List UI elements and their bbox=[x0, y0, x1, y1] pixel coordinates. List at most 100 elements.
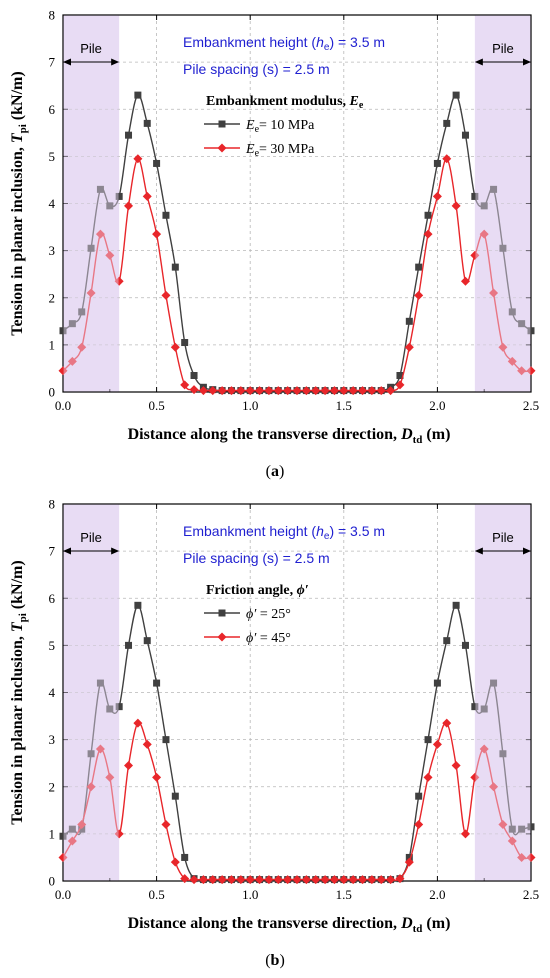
series-2-point-6 bbox=[114, 829, 124, 839]
series-1-point-11 bbox=[162, 736, 170, 744]
series-1-point-41 bbox=[443, 119, 451, 127]
legend: Friction angle, ϕ′ ϕ′ = 25° ϕ′ = 45° bbox=[204, 583, 309, 646]
series-2-point-14 bbox=[189, 875, 199, 885]
legend-label-1: ϕ′ = 25° bbox=[246, 607, 291, 622]
series-2-point-25 bbox=[292, 875, 302, 885]
series-2-point-7 bbox=[124, 201, 134, 211]
x-tick-label: 0.5 bbox=[148, 398, 164, 413]
series-2-point-41 bbox=[442, 154, 452, 164]
series-2-point-38 bbox=[414, 290, 424, 300]
series-2-point-31 bbox=[348, 386, 358, 396]
series-2-point-29 bbox=[329, 386, 339, 396]
series-2-point-36 bbox=[395, 380, 405, 390]
series-2-point-18 bbox=[226, 875, 236, 885]
series-2-point-15 bbox=[198, 875, 208, 885]
caption: (a) bbox=[266, 463, 285, 480]
series-2-point-10 bbox=[152, 229, 162, 239]
series-1-point-4 bbox=[96, 185, 104, 193]
legend-marker-1 bbox=[218, 120, 226, 128]
x-tick-label: 1.0 bbox=[242, 887, 258, 902]
series-2-line bbox=[62, 158, 532, 392]
series-2 bbox=[58, 154, 536, 396]
series-2-point-42 bbox=[451, 761, 461, 771]
legend-title: Embankment modulus, Ee bbox=[206, 94, 364, 111]
y-tick-label: 8 bbox=[49, 497, 56, 512]
y-tick-label: 2 bbox=[49, 290, 56, 305]
series-2-point-26 bbox=[301, 875, 311, 885]
series-2-point-28 bbox=[320, 875, 330, 885]
series-2-point-14 bbox=[189, 385, 199, 395]
pile-label-1: Pile bbox=[80, 530, 102, 545]
series-2-point-40 bbox=[432, 191, 442, 201]
series-2-point-7 bbox=[124, 761, 134, 771]
series-2-point-35 bbox=[386, 875, 396, 885]
legend-marker-2 bbox=[217, 632, 227, 642]
series-1-point-37 bbox=[405, 853, 413, 861]
x-tick-label: 2.5 bbox=[523, 398, 539, 413]
series-2-point-41 bbox=[442, 718, 452, 728]
series-2-point-33 bbox=[367, 875, 377, 885]
x-tick-label: 1.5 bbox=[336, 887, 352, 902]
pile-zone-overlay-2 bbox=[475, 504, 531, 881]
series-1-point-2 bbox=[78, 308, 86, 316]
series-1-point-39 bbox=[424, 211, 432, 219]
pile-label-2: Pile bbox=[492, 530, 514, 545]
series-1-point-13 bbox=[181, 853, 189, 861]
series-1-point-13 bbox=[181, 339, 189, 347]
series-2-point-5 bbox=[105, 772, 115, 782]
series-2-point-4 bbox=[95, 229, 105, 239]
series-2-point-4 bbox=[95, 744, 105, 754]
series-1-point-49 bbox=[518, 320, 526, 328]
series-1-point-7 bbox=[125, 131, 133, 139]
legend-entry-2: ϕ′ = 45° bbox=[204, 631, 291, 646]
y-tick-label: 0 bbox=[49, 874, 56, 889]
y-tick-label: 7 bbox=[49, 55, 56, 70]
series-1-point-49 bbox=[518, 825, 526, 833]
series-2-point-20 bbox=[245, 386, 255, 396]
series-2-point-12 bbox=[170, 857, 180, 867]
series-1-point-5 bbox=[106, 705, 114, 713]
legend: Embankment modulus, Ee Ee= 10 MPa Ee= 30 M… bbox=[204, 94, 364, 159]
series-1-point-4 bbox=[96, 679, 104, 687]
annotation-embankment-height: Embankment height (he) = 3.5 m bbox=[183, 34, 385, 53]
series-2-point-23 bbox=[273, 875, 283, 885]
series-1-point-47 bbox=[499, 244, 507, 252]
series-2-point-44 bbox=[470, 250, 480, 260]
series-1-point-43 bbox=[461, 131, 469, 139]
pile-zone-overlay-1 bbox=[63, 504, 119, 881]
series-2-point-38 bbox=[414, 819, 424, 829]
series-1-point-1 bbox=[68, 320, 76, 328]
legend-label-2: ϕ′ = 45° bbox=[246, 631, 291, 646]
legend-entry-1: Ee= 10 MPa bbox=[204, 118, 315, 135]
series-2-point-50 bbox=[526, 366, 536, 376]
series-2-point-37 bbox=[404, 857, 414, 867]
pile-arrow-1 bbox=[63, 58, 120, 66]
legend-label-2: Ee= 30 MPa bbox=[245, 142, 315, 159]
x-tick-label: 1.5 bbox=[336, 398, 352, 413]
series-1-point-36 bbox=[396, 372, 404, 380]
series-2-point-44 bbox=[470, 772, 480, 782]
x-tick-label: 2.0 bbox=[429, 398, 445, 413]
series-1-point-10 bbox=[153, 679, 161, 687]
series-2-point-24 bbox=[283, 386, 293, 396]
series-1-point-7 bbox=[125, 641, 133, 649]
series-2-point-13 bbox=[180, 380, 190, 390]
series-2-point-21 bbox=[255, 875, 265, 885]
series-1-point-14 bbox=[190, 372, 198, 380]
y-axis-title: Tension in planar inclusion, Tpi (kN/m) bbox=[9, 560, 29, 824]
chart-b: 0.0 0.5 1.0 1.5 2.0 2.5 0 1 2 3 4 5 6 7 8 Distance alon… bbox=[9, 497, 539, 970]
legend-entry-1: ϕ′ = 25° bbox=[204, 607, 291, 622]
series-1-point-38 bbox=[415, 792, 423, 800]
x-tick-label: 2.5 bbox=[523, 887, 539, 902]
series-2-line bbox=[62, 721, 532, 881]
series-1-point-12 bbox=[171, 263, 179, 271]
legend-entry-2: Ee= 30 MPa bbox=[204, 142, 315, 159]
series-2-point-8 bbox=[133, 718, 143, 728]
y-tick-label: 4 bbox=[49, 196, 56, 211]
series-1-point-44 bbox=[471, 703, 479, 711]
series-1-point-38 bbox=[415, 263, 423, 271]
series-2-point-21 bbox=[255, 386, 265, 396]
series-2-point-0 bbox=[58, 366, 68, 376]
series-2-point-40 bbox=[432, 739, 442, 749]
y-tick-label: 1 bbox=[49, 826, 56, 841]
